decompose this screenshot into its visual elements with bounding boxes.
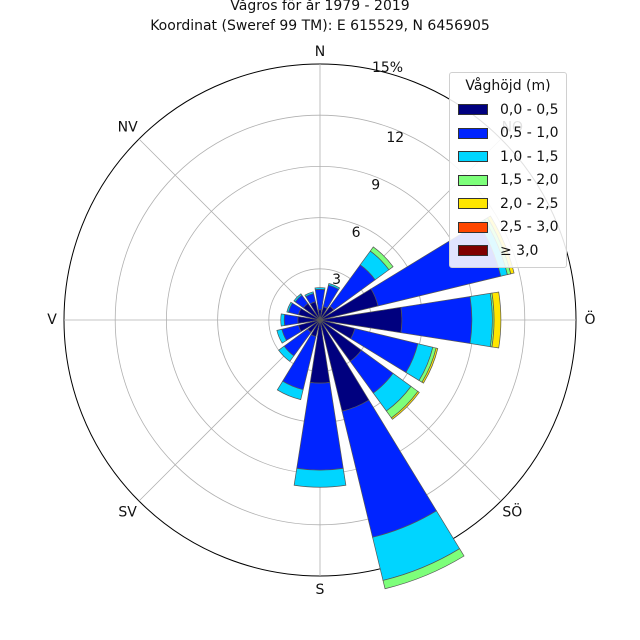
direction-label: V	[47, 312, 57, 328]
rose-bar-segment	[390, 390, 420, 420]
rose-bar-segment	[286, 301, 293, 313]
rose-bar-segment	[400, 296, 473, 344]
legend-label: 0,0 - 0,5	[500, 101, 559, 118]
rose-bar-segment	[491, 291, 502, 349]
legend-entry: ≥ 3,0	[450, 239, 566, 263]
legend-entry: 2,5 - 3,0	[450, 216, 566, 240]
legend-swatch	[458, 127, 488, 139]
legend-label: 2,5 - 3,0	[500, 219, 559, 236]
rose-bar-segment	[280, 313, 285, 327]
direction-label: S	[316, 582, 325, 598]
legend-label: 0,5 - 1,0	[500, 125, 559, 142]
direction-label: N	[315, 44, 325, 60]
radial-tick-label: 9	[371, 177, 380, 193]
direction-label: Ö	[584, 310, 595, 328]
legend-label: 1,5 - 2,0	[500, 172, 559, 189]
rose-bar-segment	[304, 291, 315, 298]
chart-title: Vågros för år 1979 - 2019	[230, 0, 410, 14]
legend-swatch	[458, 104, 488, 116]
rose-bar-segment	[382, 548, 465, 590]
direction-label: NV	[118, 120, 138, 136]
legend-label: 1,0 - 1,5	[500, 148, 559, 165]
legend-entry: 2,0 - 2,5	[450, 192, 566, 216]
legend-entries: 0,0 - 0,5 0,5 - 1,0 1,0 - 1,5 1,5 - 2,0 2,0 …	[450, 98, 566, 263]
rose-bar-segment	[276, 380, 304, 401]
legend-entry: 1,5 - 2,0	[450, 169, 566, 193]
legend-swatch	[458, 174, 488, 186]
radial-tick-label: 15%	[372, 60, 403, 76]
legend-entry: 0,5 - 1,0	[450, 122, 566, 146]
radial-tick-label: 6	[352, 225, 361, 241]
grid-ring	[114, 114, 526, 526]
rose-bar-segment	[341, 399, 437, 538]
legend: Våghöjd (m) 0,0 - 0,5 0,5 - 1,0 1,0 - 1,5 1…	[449, 72, 567, 268]
rose-bar-segment	[469, 292, 493, 348]
grid-spoke	[138, 138, 321, 321]
rose-bar-segment	[421, 347, 439, 384]
legend-entry: 0,0 - 0,5	[450, 98, 566, 122]
rose-bar-segment	[293, 467, 347, 488]
rose-bar-segment	[276, 328, 287, 344]
rose-bar-segment	[314, 287, 326, 291]
chart-subtitle: Koordinat (Sweref 99 TM): E 615529, N 64…	[150, 18, 490, 34]
rose-bar-segment	[296, 381, 344, 471]
legend-swatch	[458, 151, 488, 163]
legend-entry: 1,0 - 1,5	[450, 145, 566, 169]
rose-bar-segment	[278, 345, 295, 362]
radial-tick-label: 12	[386, 130, 404, 146]
rose-bar-segment	[328, 283, 341, 290]
legend-label: ≥ 3,0	[500, 242, 539, 259]
legend-swatch	[458, 198, 488, 210]
legend-label: 2,0 - 2,5	[500, 195, 559, 212]
direction-label: SV	[118, 504, 137, 520]
legend-swatch	[458, 245, 488, 257]
legend-swatch	[458, 221, 488, 233]
radial-tick-label: 3	[332, 272, 341, 288]
rose-bar-segment	[293, 293, 303, 303]
rose-bar-segment	[369, 246, 394, 271]
rose-bar-segment	[283, 314, 299, 326]
direction-label: SÖ	[502, 502, 522, 520]
legend-title: Våghöjd (m)	[465, 78, 551, 94]
